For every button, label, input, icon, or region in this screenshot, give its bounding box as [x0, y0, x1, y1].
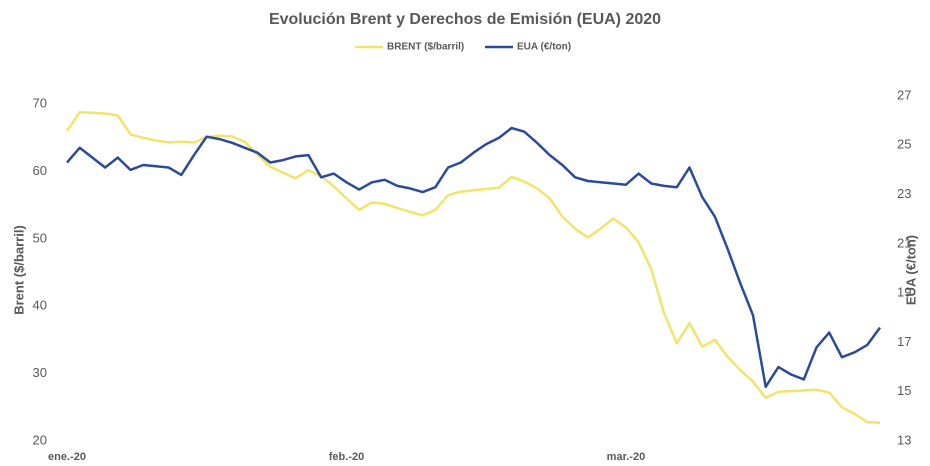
y2-tick-label: 25 — [897, 137, 911, 152]
chart-title: Evolución Brent y Derechos de Emisión (E… — [269, 11, 661, 28]
x-tick-label: ene.-20 — [48, 451, 86, 463]
x-tick-label: feb.-20 — [329, 451, 364, 463]
y2-tick-label: 19 — [897, 285, 911, 300]
y2-tick-label: 23 — [897, 186, 911, 201]
y2-tick-label: 13 — [897, 432, 911, 447]
series-line — [65, 110, 881, 425]
y-tick-label: 40 — [33, 298, 47, 313]
y-axis-label: Brent ($/barril) — [11, 225, 26, 315]
y-tick-label: 20 — [33, 432, 47, 447]
y-tick-label: 70 — [33, 96, 47, 111]
series-line — [66, 126, 882, 389]
y-tick-label: 30 — [33, 365, 47, 380]
legend-label: BRENT ($/barril) — [387, 42, 464, 53]
y2-axis-label: EUA (€/ton) — [903, 235, 918, 305]
legend-label: EUA (€/ton) — [517, 42, 571, 53]
y2-tick-label: 27 — [897, 87, 911, 102]
y-tick-label: 50 — [33, 230, 47, 245]
y2-tick-label: 21 — [897, 235, 911, 250]
y2-tick-label: 15 — [897, 383, 911, 398]
y-tick-label: 60 — [33, 163, 47, 178]
x-tick-label: mar.-20 — [607, 451, 646, 463]
y2-tick-label: 17 — [897, 334, 911, 349]
